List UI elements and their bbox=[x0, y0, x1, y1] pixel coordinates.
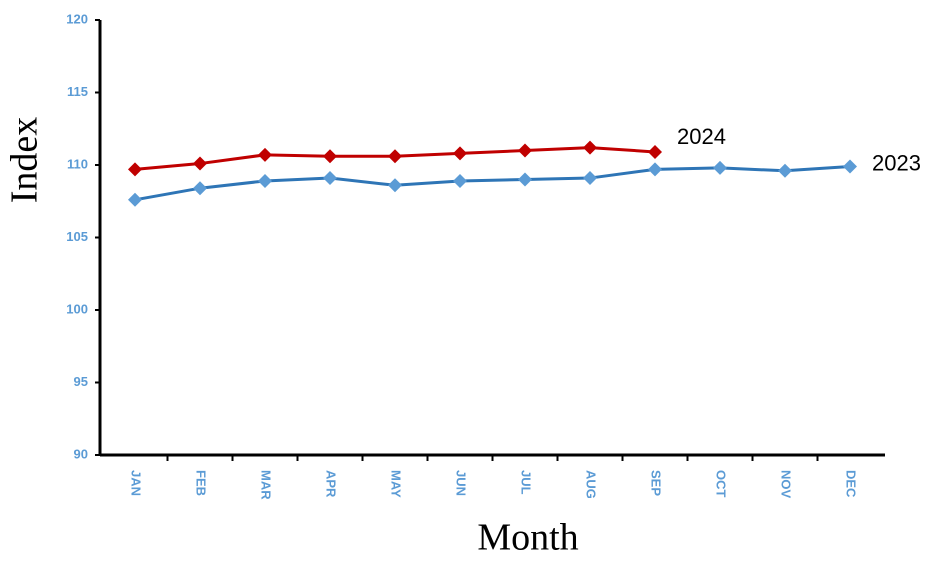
x-tick-label: OCT bbox=[714, 470, 729, 498]
y-tick-label: 100 bbox=[66, 301, 88, 316]
x-tick-label: APR bbox=[324, 470, 339, 498]
series-line bbox=[134, 164, 851, 202]
marker bbox=[583, 140, 597, 155]
marker bbox=[388, 178, 402, 193]
x-tick-label: MAY bbox=[389, 470, 404, 498]
y-tick-label: 95 bbox=[74, 374, 88, 389]
marker bbox=[323, 149, 337, 164]
x-tick-label: SEP bbox=[649, 470, 664, 496]
x-tick-label: AUG bbox=[584, 470, 599, 499]
marker bbox=[128, 192, 142, 207]
y-axis-title: Index bbox=[4, 117, 46, 204]
marker bbox=[518, 143, 532, 158]
marker bbox=[583, 171, 597, 186]
y-tick-label: 90 bbox=[74, 446, 88, 461]
x-tick-label: DEC bbox=[844, 470, 859, 498]
y-tick-label: 110 bbox=[67, 156, 88, 171]
marker bbox=[388, 149, 402, 164]
marker bbox=[713, 160, 727, 175]
marker bbox=[843, 159, 857, 174]
x-tick-label: NOV bbox=[779, 470, 794, 499]
x-tick-label: JUL bbox=[519, 470, 534, 495]
x-tick-label: MAR bbox=[259, 470, 274, 500]
marker bbox=[258, 173, 272, 188]
y-tick-label: 115 bbox=[67, 84, 88, 99]
y-tick-label: 105 bbox=[66, 229, 88, 244]
x-tick-label: JUN bbox=[454, 470, 469, 496]
marker bbox=[778, 163, 792, 178]
marker bbox=[453, 173, 467, 188]
marker bbox=[193, 156, 207, 171]
series-label: 2024 bbox=[677, 124, 726, 149]
x-axis-title: Month bbox=[477, 517, 578, 559]
marker bbox=[323, 171, 337, 186]
marker bbox=[648, 144, 662, 159]
marker bbox=[258, 147, 272, 162]
marker bbox=[518, 172, 532, 187]
marker bbox=[193, 181, 207, 196]
x-tick-label: JAN bbox=[129, 470, 144, 496]
marker bbox=[453, 146, 467, 161]
marker bbox=[648, 162, 662, 177]
x-tick-label: FEB bbox=[194, 470, 209, 496]
y-tick-label: 120 bbox=[66, 11, 88, 26]
series-label: 2023 bbox=[872, 150, 921, 175]
marker bbox=[128, 162, 142, 177]
